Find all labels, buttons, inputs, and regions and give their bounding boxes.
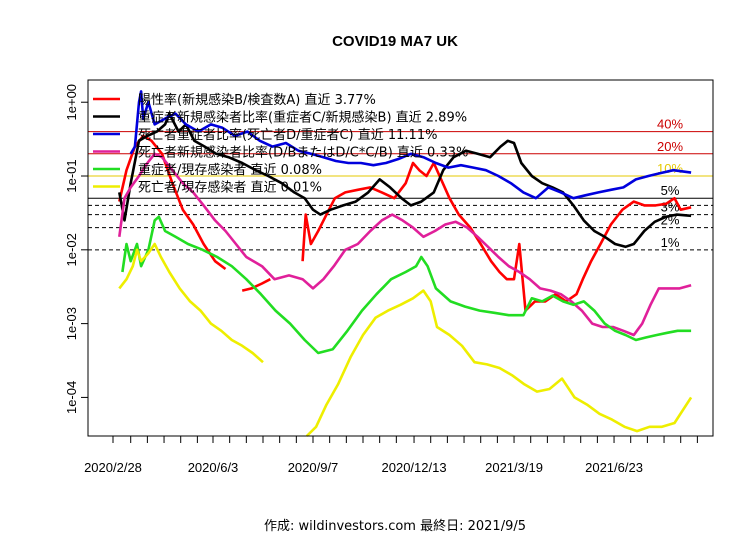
reference-label: 40% bbox=[657, 117, 683, 132]
y-tick-label: 1e-01 bbox=[64, 159, 79, 192]
x-tick-label: 2020/9/7 bbox=[288, 460, 339, 475]
y-axis: 1e+00 1e-01 1e-02 1e-03 1e-04 bbox=[64, 84, 88, 414]
reference-label: 5% bbox=[661, 183, 680, 198]
reference-label: 1% bbox=[661, 235, 680, 250]
legend-label: 死亡者/現存感染者 直近 0.01% bbox=[138, 180, 322, 196]
footer-credit: 作成: wildinvestors.com 最終日: 2021/9/5 bbox=[264, 518, 526, 534]
series-line-5 bbox=[121, 215, 692, 355]
series-lines bbox=[118, 90, 693, 437]
y-tick-label: 1e-02 bbox=[64, 233, 79, 266]
legend-label: 重症者/現存感染者 直近 0.08% bbox=[138, 162, 322, 178]
x-axis: 2020/2/28 2020/6/3 2020/9/7 2020/12/13 2021/… bbox=[84, 435, 698, 475]
series-line-6 bbox=[118, 242, 693, 437]
x-tick-label: 2021/6/23 bbox=[585, 460, 643, 475]
series-line-3 bbox=[129, 90, 692, 200]
x-tick-label: 2020/6/3 bbox=[188, 460, 239, 475]
legend-label: 陽性率(新規感染B/検査数A) 直近 3.77% bbox=[138, 92, 376, 108]
series-line-2 bbox=[118, 112, 692, 249]
y-tick-label: 1e-03 bbox=[64, 307, 79, 340]
legend-label: 死亡者新規感染者比率(D/BまたはD/C*C/B) 直近 0.33% bbox=[138, 145, 468, 161]
x-tick-label: 2020/2/28 bbox=[84, 460, 142, 475]
legend-label: 死亡者重症者比率(死亡者D/重症者C) 直近 11.11% bbox=[138, 127, 437, 143]
y-tick-label: 1e+00 bbox=[64, 84, 79, 121]
series-line-4 bbox=[118, 152, 692, 337]
legend: 陽性率(新規感染B/検査数A) 直近 3.77% 重症者新規感染者比率(重症者C/… bbox=[93, 92, 468, 196]
legend-label: 重症者新規感染者比率(重症者C/新規感染B) 直近 2.89% bbox=[138, 110, 467, 126]
y-tick-label: 1e-04 bbox=[64, 381, 79, 414]
chart-title: COVID19 MA7 UK bbox=[332, 33, 458, 50]
x-tick-label: 2021/3/19 bbox=[485, 460, 543, 475]
x-tick-label: 2020/12/13 bbox=[382, 460, 447, 475]
reference-label: 20% bbox=[657, 139, 683, 154]
